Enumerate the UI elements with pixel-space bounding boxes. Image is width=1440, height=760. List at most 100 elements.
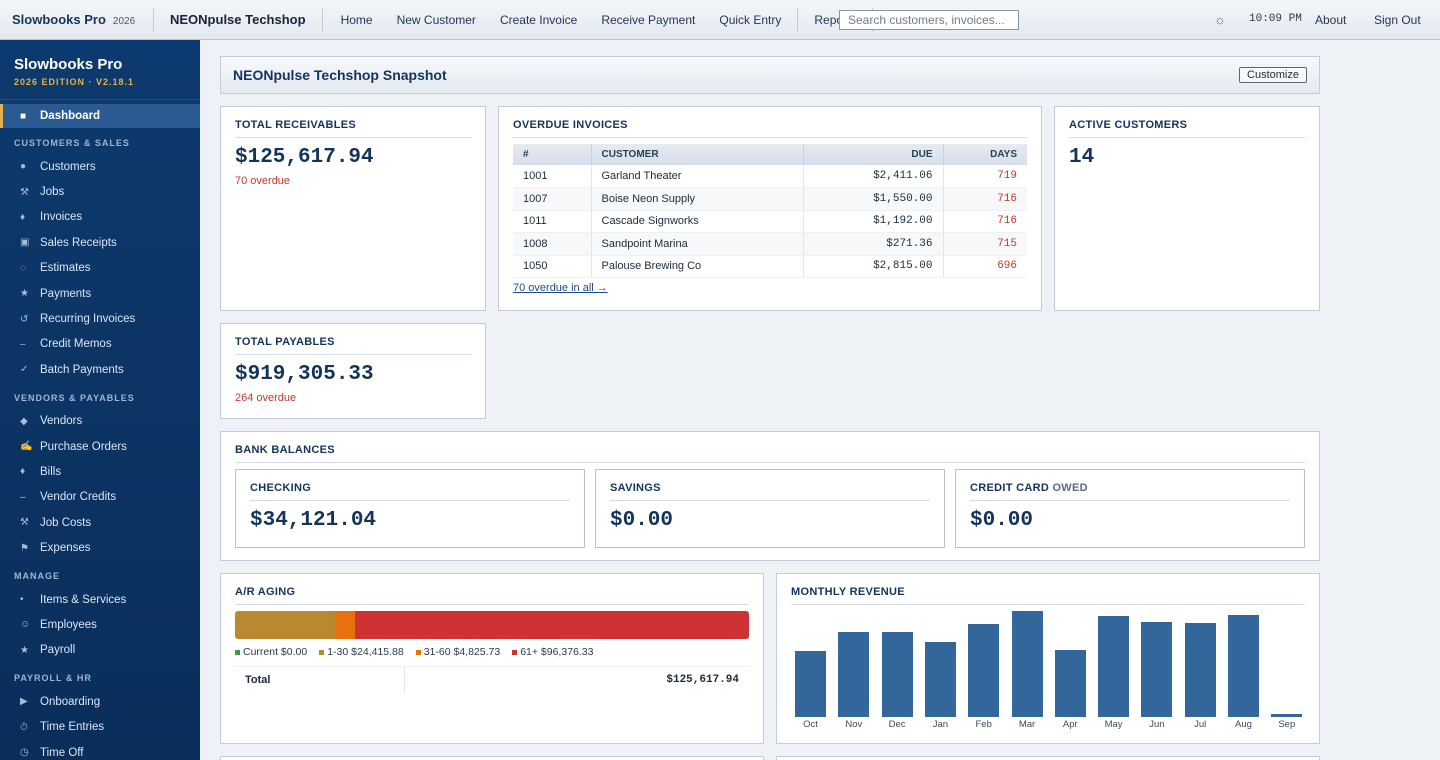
- sidebar-item-icon: ●: [20, 161, 27, 173]
- sidebar-item-icon: ⚒: [20, 186, 29, 198]
- sidebar-item-payroll[interactable]: ★ Payroll: [0, 638, 200, 663]
- aging-legend-item: 61+ $96,376.33: [512, 646, 593, 658]
- sidebar-item-items-services[interactable]: • Items & Services: [0, 587, 200, 612]
- legend-swatch: [235, 649, 240, 655]
- aging-segment: [235, 611, 335, 639]
- brand-year: 2026: [112, 15, 136, 27]
- revenue-bar-nov[interactable]: [838, 632, 870, 717]
- revenue-bar-dec[interactable]: [881, 632, 913, 717]
- aging-title: A/R AGING: [235, 586, 749, 605]
- revenue-tick-label: Jan: [932, 719, 949, 730]
- nav-home[interactable]: Home: [340, 12, 373, 27]
- cell-customer: Boise Neon Supply: [591, 187, 804, 211]
- nav-receive-payment[interactable]: Receive Payment: [601, 12, 696, 27]
- revenue-bar-jul[interactable]: [1184, 622, 1216, 717]
- legend-label: 31-60 $4,825.73: [423, 646, 501, 658]
- nav-quick-entry[interactable]: Quick Entry: [719, 12, 782, 27]
- sidebar-item-icon: ★: [20, 644, 29, 656]
- sidebar-item-customers[interactable]: ● Customers: [0, 154, 200, 179]
- col-customer[interactable]: CUSTOMER: [591, 144, 804, 165]
- revenue-bar-may[interactable]: [1098, 616, 1130, 717]
- checking-title: CHECKING: [250, 482, 570, 501]
- payables-amount: $919,305.33: [235, 363, 374, 386]
- sidebar-item-job-costs[interactable]: ⚒ Job Costs: [0, 510, 200, 535]
- cell-customer: Cascade Signworks: [591, 210, 804, 233]
- sidebar-item-time-entries[interactable]: ⏱ Time Entries: [0, 714, 200, 739]
- sidebar-item-label: Time Off: [40, 746, 84, 759]
- legend-label: 61+ $96,376.33: [520, 646, 594, 658]
- table-row[interactable]: 1008 Sandpoint Marina $271.36 715: [513, 232, 1027, 256]
- aging-legend-item: 31-60 $4,825.73: [415, 646, 501, 658]
- overdue-table: # CUSTOMER DUE DAYS 1001 Garland Theater $…: [513, 144, 1027, 278]
- sidebar-item-label: Dashboard: [40, 110, 101, 122]
- main-nav: Home New Customer Create Invoice Receive…: [323, 7, 878, 32]
- table-row[interactable]: 1001 Garland Theater $2,411.06 719: [513, 165, 1027, 188]
- sidebar-item-label: Estimates: [40, 262, 91, 275]
- sidebar-item-batch-payments[interactable]: ✓ Batch Payments: [0, 357, 200, 382]
- col-due[interactable]: DUE: [803, 144, 944, 165]
- customize-button[interactable]: Customize: [1239, 67, 1307, 83]
- table-row[interactable]: 1007 Boise Neon Supply $1,550.00 716: [513, 187, 1027, 211]
- sidebar-section-header: MANAGE: [14, 570, 60, 581]
- col-days[interactable]: DAYS: [943, 144, 1027, 165]
- sidebar-item-estimates[interactable]: ◌ Estimates: [0, 256, 200, 281]
- revenue-bar-oct[interactable]: [795, 651, 826, 717]
- revenue-bar-aug[interactable]: [1228, 615, 1259, 717]
- sidebar-title: Slowbooks Pro: [14, 56, 123, 73]
- savings-card[interactable]: SAVINGS $0.00: [595, 469, 945, 548]
- receivables-overdue[interactable]: 70 overdue: [235, 175, 291, 187]
- revenue-bar-jan[interactable]: [924, 641, 956, 717]
- cell-num: 1001: [513, 165, 592, 188]
- revenue-bar-apr[interactable]: [1054, 650, 1086, 717]
- payables-overdue[interactable]: 264 overdue: [235, 392, 297, 404]
- sidebar-item-bills[interactable]: ♦ Bills: [0, 459, 200, 484]
- about-link[interactable]: About: [1315, 13, 1347, 27]
- sidebar-item-invoices[interactable]: ♦ Invoices: [0, 205, 200, 230]
- sidebar-item-vendor-credits[interactable]: – Vendor Credits: [0, 485, 200, 510]
- receivables-amount: $125,617.94: [235, 146, 374, 169]
- sidebar-item-label: Job Costs: [40, 516, 92, 529]
- sidebar-item-payments[interactable]: ★ Payments: [0, 281, 200, 306]
- sidebar-item-credit-memos[interactable]: – Credit Memos: [0, 332, 200, 357]
- sun-icon[interactable]: ☼: [1214, 12, 1226, 27]
- sidebar-item-onboarding[interactable]: ▶ Onboarding: [0, 689, 200, 714]
- nav-create-invoice[interactable]: Create Invoice: [499, 12, 578, 27]
- revenue-bar-mar[interactable]: [1011, 611, 1043, 717]
- sidebar-item-vendors[interactable]: ◆ Vendors: [0, 409, 200, 434]
- sidebar-item-time-off[interactable]: ◷ Time Off: [0, 740, 200, 760]
- legend-swatch: [512, 649, 518, 655]
- revenue-bar-feb[interactable]: [968, 623, 1000, 717]
- search-input[interactable]: [839, 10, 1019, 30]
- sidebar-item-label: Purchase Orders: [40, 440, 127, 453]
- revenue-bar-jun[interactable]: [1141, 621, 1173, 717]
- credit-card-amount: $0.00: [970, 509, 1034, 532]
- sidebar-item-icon: ⏱: [20, 721, 28, 733]
- legend-swatch: [415, 649, 421, 655]
- sidebar-item-sales-receipts[interactable]: ▣ Sales Receipts: [0, 230, 200, 255]
- credit-card-card[interactable]: CREDIT CARD OWED $0.00: [955, 469, 1305, 548]
- revenue-bar-sep[interactable]: [1271, 713, 1303, 717]
- aging-segment: [354, 611, 749, 639]
- sidebar-item-recurring-invoices[interactable]: ↺ Recurring Invoices: [0, 306, 200, 331]
- table-row[interactable]: 1011 Cascade Signworks $1,192.00 716: [513, 210, 1027, 233]
- sidebar-item-icon: ☺: [20, 619, 31, 631]
- sidebar-section-header: PAYROLL & HR: [14, 673, 92, 684]
- sidebar-brand: Slowbooks Pro 2026 EDITION · V2.18.1: [0, 40, 200, 100]
- credit-card-title: CREDIT CARD OWED: [970, 482, 1290, 501]
- sidebar-item-employees[interactable]: ☺ Employees: [0, 612, 200, 637]
- checking-card[interactable]: CHECKING $34,121.04: [235, 469, 585, 548]
- sidebar-item-expenses[interactable]: ⚑ Expenses: [0, 535, 200, 560]
- col-number[interactable]: #: [513, 144, 592, 165]
- sidebar-item-jobs[interactable]: ⚒ Jobs: [0, 179, 200, 204]
- savings-title: SAVINGS: [610, 482, 930, 501]
- cell-due: $1,550.00: [803, 187, 944, 211]
- monthly-revenue-card: MONTHLY REVENUE Oct Nov Dec Jan Feb Mar Apr May…: [776, 573, 1320, 744]
- overdue-all-link[interactable]: 70 overdue in all →: [513, 282, 608, 294]
- overdue-title: OVERDUE INVOICES: [513, 119, 1027, 138]
- table-row[interactable]: 1050 Palouse Brewing Co $2,815.00 696: [513, 255, 1027, 278]
- sign-out-link[interactable]: Sign Out: [1374, 13, 1421, 27]
- nav-new-customer[interactable]: New Customer: [396, 12, 476, 27]
- sidebar-item-dashboard[interactable]: ■ Dashboard: [0, 104, 200, 128]
- overdue-table-body: 1001 Garland Theater $2,411.06 719 1007 Boise…: [513, 165, 1027, 278]
- sidebar-item-purchase-orders[interactable]: ✍ Purchase Orders: [0, 434, 200, 459]
